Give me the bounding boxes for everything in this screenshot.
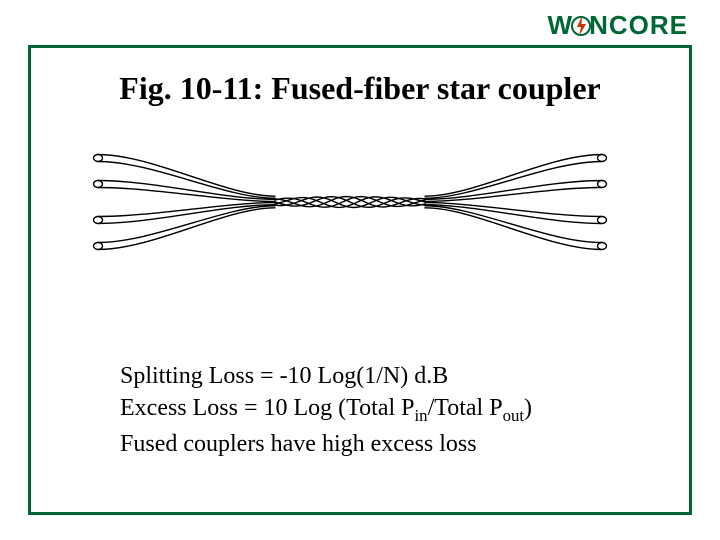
body-line-1: Splitting Loss = -10 Log(1/N) d.B xyxy=(120,360,532,392)
slide: W NCORE Fig. 10-11: Fused-fiber star cou… xyxy=(0,0,720,540)
figure-title: Fig. 10-11: Fused-fiber star coupler xyxy=(0,70,720,107)
logo-text-left: W xyxy=(548,10,574,41)
logo-text-right: NCORE xyxy=(589,10,688,41)
body-text: Splitting Loss = -10 Log(1/N) d.B Excess… xyxy=(120,360,532,460)
lightning-icon xyxy=(571,13,591,39)
body-line-3: Fused couplers have high excess loss xyxy=(120,428,532,460)
fiber-svg xyxy=(90,140,610,270)
fused-fiber-diagram xyxy=(90,140,610,280)
body-line-2: Excess Loss = 10 Log (Total Pin/Total Po… xyxy=(120,392,532,427)
logo-bolt xyxy=(577,16,586,36)
brand-logo: W NCORE xyxy=(548,10,688,41)
